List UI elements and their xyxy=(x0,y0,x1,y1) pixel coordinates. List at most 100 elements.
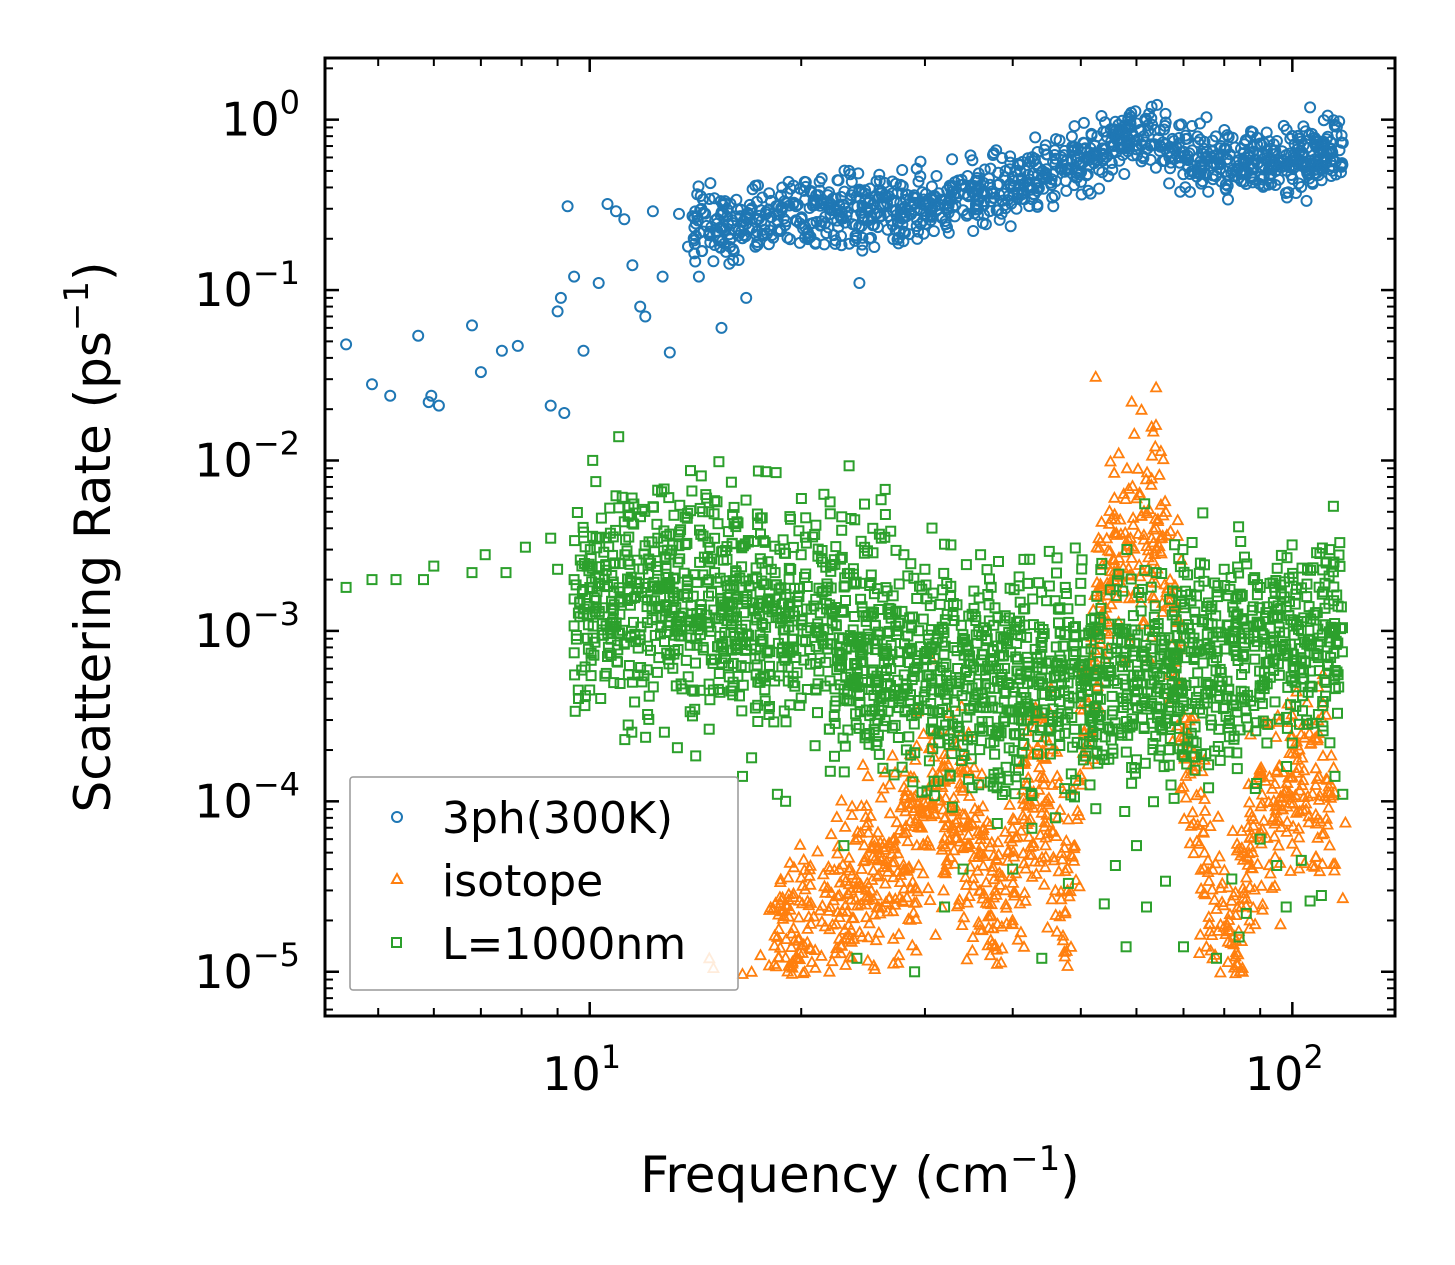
data-point xyxy=(1007,188,1020,201)
data-point xyxy=(685,505,697,517)
data-point xyxy=(1017,737,1029,749)
data-point xyxy=(908,718,920,730)
data-point xyxy=(824,765,836,777)
data-point xyxy=(891,865,905,877)
data-point xyxy=(824,496,836,508)
data-point xyxy=(1205,714,1217,726)
data-point xyxy=(1332,707,1343,719)
data-point xyxy=(1144,477,1158,490)
data-point xyxy=(859,910,873,923)
data-point xyxy=(1111,575,1123,587)
data-point xyxy=(820,227,833,240)
data-point xyxy=(1119,806,1131,817)
data-point xyxy=(785,966,799,979)
data-point xyxy=(766,901,780,914)
data-point xyxy=(1042,797,1056,810)
data-point xyxy=(1269,814,1283,826)
data-point xyxy=(899,638,910,650)
data-point xyxy=(783,562,795,574)
data-point xyxy=(1126,762,1138,773)
data-point xyxy=(1236,881,1250,894)
data-point xyxy=(1224,936,1238,948)
data-point xyxy=(719,627,731,638)
data-point xyxy=(641,664,653,676)
data-point xyxy=(1226,873,1238,885)
data-point xyxy=(1087,731,1099,742)
data-point xyxy=(879,509,891,520)
data-point xyxy=(1094,656,1106,668)
data-point xyxy=(1231,747,1243,759)
data-point xyxy=(787,677,799,689)
data-point xyxy=(1304,665,1316,677)
data-point xyxy=(1306,681,1318,693)
data-point xyxy=(1159,107,1172,120)
data-point xyxy=(1125,551,1139,563)
data-point xyxy=(900,890,914,903)
data-point xyxy=(1203,782,1215,794)
data-point xyxy=(759,684,771,696)
data-point xyxy=(877,199,890,212)
data-point xyxy=(857,838,871,851)
data-point xyxy=(736,705,748,717)
data-point xyxy=(577,521,589,533)
data-point xyxy=(1150,730,1162,742)
data-point xyxy=(795,211,808,224)
data-point xyxy=(918,652,930,664)
data-point xyxy=(868,241,881,253)
data-point xyxy=(1205,686,1217,698)
data-point xyxy=(1103,454,1118,467)
data-point xyxy=(741,593,752,605)
data-point xyxy=(886,931,900,944)
data-point xyxy=(1034,621,1045,633)
data-point xyxy=(1205,882,1219,895)
data-point xyxy=(1154,497,1168,510)
data-point xyxy=(1326,146,1339,159)
data-point xyxy=(855,929,869,942)
data-point xyxy=(1235,961,1250,973)
data-point xyxy=(969,693,981,705)
series-boundary-l1000nm xyxy=(340,431,1349,978)
data-point xyxy=(862,916,876,929)
data-point xyxy=(1013,896,1027,909)
data-point xyxy=(691,188,704,201)
data-point xyxy=(946,179,959,192)
data-point xyxy=(1111,646,1123,658)
data-point xyxy=(663,346,676,359)
data-point xyxy=(1245,169,1258,182)
data-point xyxy=(1331,589,1343,601)
data-point xyxy=(1197,885,1211,898)
data-point xyxy=(774,872,788,885)
data-point xyxy=(765,563,777,575)
data-point xyxy=(1093,182,1106,195)
data-point xyxy=(1004,220,1017,233)
data-point xyxy=(896,164,909,176)
data-point xyxy=(1336,136,1349,149)
data-point xyxy=(1082,184,1095,197)
data-point xyxy=(727,682,739,694)
data-point xyxy=(613,502,625,514)
data-point xyxy=(926,522,938,534)
data-point xyxy=(715,592,727,604)
data-point xyxy=(1006,811,1020,824)
data-point xyxy=(1031,705,1043,717)
data-point xyxy=(697,641,709,653)
data-point xyxy=(832,888,846,900)
data-point xyxy=(605,627,617,639)
data-point xyxy=(1206,600,1218,612)
data-point xyxy=(811,844,825,857)
data-point xyxy=(871,825,885,838)
data-point xyxy=(818,488,830,500)
data-point xyxy=(1309,761,1323,774)
data-point xyxy=(1148,796,1159,808)
data-point xyxy=(1133,486,1147,498)
data-point xyxy=(1279,639,1291,650)
data-point xyxy=(1151,98,1164,111)
data-point xyxy=(1265,881,1279,893)
data-point xyxy=(1312,726,1326,739)
data-point xyxy=(867,833,882,846)
data-point xyxy=(767,231,780,244)
data-point xyxy=(916,583,928,595)
data-point xyxy=(1154,744,1166,756)
data-point xyxy=(810,189,823,202)
data-point xyxy=(1206,862,1220,875)
